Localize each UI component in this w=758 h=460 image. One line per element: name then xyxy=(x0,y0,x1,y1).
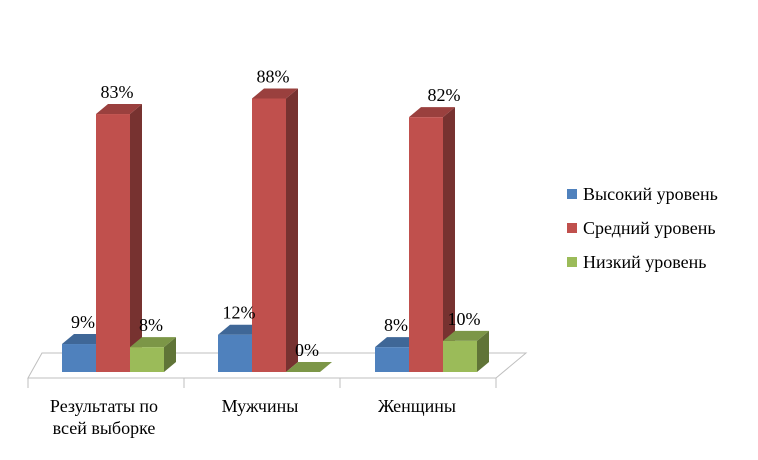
bar-side xyxy=(477,330,489,372)
bar xyxy=(443,330,489,372)
data-label: 0% xyxy=(295,340,319,360)
data-label: 12% xyxy=(223,303,256,323)
data-label: 83% xyxy=(101,82,134,102)
bar-side xyxy=(164,337,176,372)
bar xyxy=(130,337,176,372)
bar-top xyxy=(443,330,489,341)
bar-front xyxy=(62,344,96,372)
bar-front xyxy=(96,114,130,372)
category-label: Мужчины xyxy=(222,396,299,416)
bar xyxy=(409,107,455,373)
legend-label: Средний уровень xyxy=(583,218,716,238)
legend-swatch xyxy=(567,189,577,199)
bars xyxy=(62,88,489,373)
data-label: 88% xyxy=(257,66,290,86)
bar-side xyxy=(443,107,455,373)
data-label: 10% xyxy=(448,309,481,329)
bar xyxy=(286,362,332,372)
legend-swatch xyxy=(567,257,577,267)
legend-label: Низкий уровень xyxy=(583,252,706,272)
category-label: всей выборке xyxy=(53,418,156,438)
legend: Высокий уровень Средний уровень Низкий уро… xyxy=(567,184,718,272)
data-label: 8% xyxy=(139,315,163,335)
data-label: 9% xyxy=(71,312,95,332)
data-label: 82% xyxy=(428,85,461,105)
bar xyxy=(96,104,142,372)
data-labels: 9% 83% 8% 12% 88% 0% 8% 82% 10% xyxy=(71,66,481,360)
category-label: Результаты по xyxy=(50,396,158,416)
bar xyxy=(252,88,298,372)
bar-side xyxy=(286,88,298,372)
bar-front xyxy=(130,347,164,372)
bar-top xyxy=(409,107,455,118)
data-label: 8% xyxy=(384,315,408,335)
bar-top xyxy=(286,362,332,372)
bar-front xyxy=(218,334,252,372)
bar-side xyxy=(130,104,142,372)
bar-front xyxy=(375,347,409,372)
bar-front xyxy=(252,98,286,372)
category-label: Женщины xyxy=(378,396,456,416)
legend-swatch xyxy=(567,223,577,233)
legend-label: Высокий уровень xyxy=(583,184,718,204)
bar-top xyxy=(96,104,142,115)
bar-front xyxy=(409,117,443,372)
bar-top xyxy=(252,88,298,99)
bar-front xyxy=(443,340,477,372)
bar-top xyxy=(130,337,176,348)
